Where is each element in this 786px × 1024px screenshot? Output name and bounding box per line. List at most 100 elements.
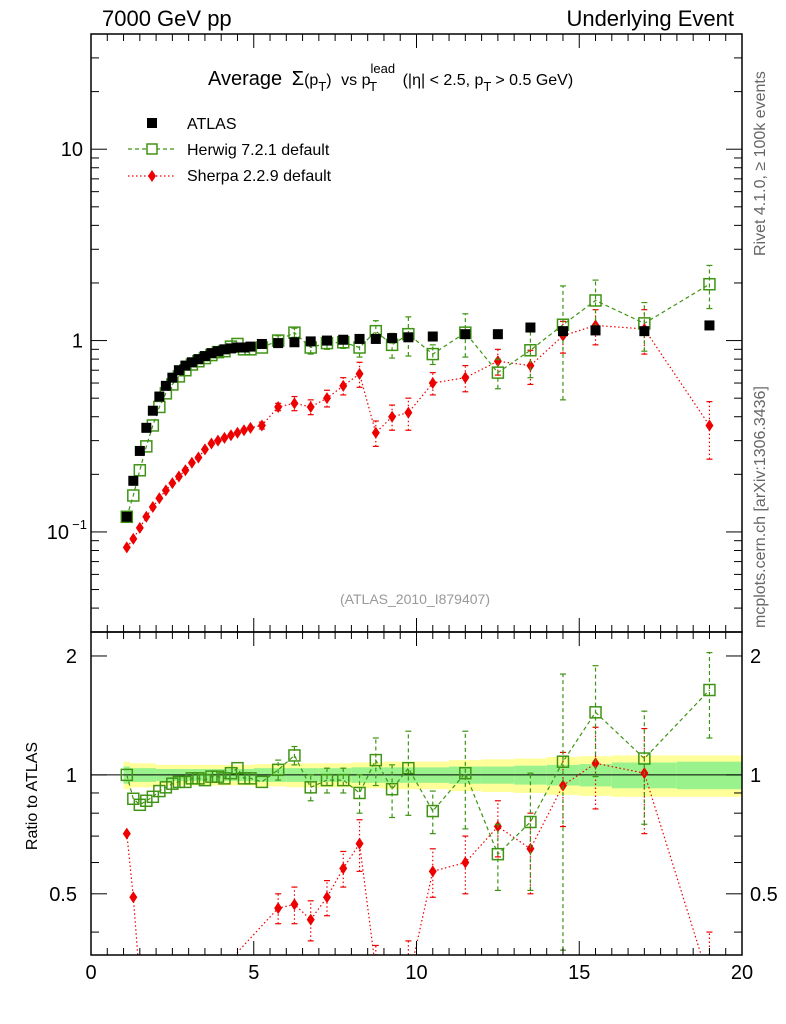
sherpa-ratio-point bbox=[290, 898, 299, 911]
herwig-point bbox=[127, 489, 140, 502]
herwig-point bbox=[703, 277, 716, 291]
atlas-point bbox=[370, 333, 381, 344]
sherpa-ratio-point bbox=[339, 862, 348, 875]
herwig-ratio-point bbox=[179, 775, 192, 789]
legend-herwig-label: Herwig 7.2.1 default bbox=[187, 142, 330, 159]
sherpa-point bbox=[226, 429, 235, 442]
sherpa-point bbox=[220, 431, 229, 444]
ratio-y-tick-label: 1 bbox=[66, 765, 77, 787]
atlas-point bbox=[273, 338, 284, 349]
atlas-point bbox=[557, 326, 568, 337]
sherpa-point bbox=[122, 541, 131, 554]
sherpa-point bbox=[168, 477, 177, 490]
sherpa-point bbox=[355, 367, 364, 380]
herwig-ratio-point bbox=[385, 782, 399, 796]
herwig-ratio-point bbox=[524, 815, 537, 829]
sherpa-point bbox=[155, 492, 164, 505]
herwig-ratio-point bbox=[491, 847, 505, 861]
sherpa-point bbox=[213, 434, 222, 447]
sherpa-point bbox=[705, 419, 714, 432]
herwig-ratio-point bbox=[133, 798, 147, 812]
atlas-point bbox=[128, 475, 139, 486]
sherpa-ratio-point bbox=[322, 891, 331, 904]
herwig-point bbox=[524, 344, 537, 357]
atlas-point bbox=[245, 341, 256, 352]
herwig-ratio-point bbox=[159, 781, 173, 794]
atlas-point bbox=[199, 351, 210, 362]
sherpa-point bbox=[129, 532, 138, 545]
atlas-point bbox=[354, 333, 365, 344]
herwig-ratio-point bbox=[198, 773, 212, 787]
sherpa-point bbox=[290, 397, 299, 410]
herwig-ratio-point bbox=[211, 770, 225, 783]
atlas-point bbox=[141, 422, 152, 433]
sherpa-point bbox=[187, 456, 196, 469]
herwig-ratio-point bbox=[304, 781, 317, 794]
header-left: 7000 GeV pp bbox=[102, 6, 232, 31]
atlas-point bbox=[186, 357, 197, 368]
y-tick-exponent: −1 bbox=[72, 517, 87, 532]
sherpa-point bbox=[135, 521, 144, 534]
ratio-y-axis-label: Ratio to ATLAS bbox=[24, 742, 41, 850]
atlas-point bbox=[256, 338, 267, 349]
sherpa-point bbox=[388, 410, 397, 423]
atlas-point bbox=[305, 336, 316, 347]
x-tick-label: 15 bbox=[568, 962, 590, 984]
atlas-point bbox=[525, 322, 536, 333]
atlas-point bbox=[180, 360, 191, 371]
atlas-point bbox=[238, 342, 249, 353]
atlas-point bbox=[160, 380, 171, 391]
sherpa-point bbox=[339, 379, 348, 392]
atlas-point bbox=[219, 344, 230, 355]
herwig-ratio-point bbox=[369, 753, 383, 767]
sherpa-point bbox=[371, 426, 380, 439]
herwig-ratio-point bbox=[153, 784, 166, 798]
herwig-ratio-point bbox=[589, 706, 602, 719]
analysis-label: (ATLAS_2010_I879407) bbox=[340, 591, 490, 607]
atlas-point bbox=[403, 332, 414, 343]
chart-title: Average Σ(pT) vs plead T (|η| < 2.5, pT > … bbox=[208, 61, 573, 96]
atlas-point bbox=[154, 391, 165, 402]
herwig-ratio-point bbox=[337, 773, 350, 787]
herwig-point bbox=[426, 347, 440, 361]
ratio-series-group bbox=[120, 651, 716, 987]
sherpa-point bbox=[274, 400, 283, 413]
herwig-ratio-point bbox=[402, 761, 415, 775]
sherpa-ratio-point bbox=[372, 964, 380, 976]
legend-atlas-marker bbox=[147, 118, 157, 128]
sherpa-ratio-point bbox=[136, 975, 144, 987]
x-tick-label: 0 bbox=[85, 962, 96, 984]
sherpa-point bbox=[142, 510, 151, 523]
herwig-ratio-point bbox=[703, 683, 716, 697]
atlas-point bbox=[590, 325, 601, 336]
sherpa-point bbox=[161, 484, 170, 497]
sherpa-point bbox=[404, 406, 413, 419]
sherpa-ratio-point bbox=[526, 842, 535, 855]
sherpa-ratio-line bbox=[126, 762, 702, 955]
ratio-band-inner bbox=[676, 761, 742, 790]
sherpa-ratio-point bbox=[355, 837, 364, 850]
sherpa-point bbox=[174, 470, 183, 483]
main-series-group bbox=[120, 264, 716, 554]
legend: ATLAS Herwig 7.2.1 default Sherpa 2.2.9 … bbox=[128, 116, 332, 185]
herwig-ratio-point bbox=[185, 772, 199, 785]
y-tick-label: 1 bbox=[72, 331, 83, 353]
sherpa-point bbox=[526, 359, 535, 372]
atlas-point bbox=[427, 331, 438, 342]
herwig-ratio-point bbox=[140, 794, 153, 808]
herwig-ratio-point bbox=[205, 770, 218, 783]
herwig-ratio-point bbox=[353, 786, 366, 800]
atlas-point bbox=[460, 329, 471, 340]
atlas-point bbox=[704, 320, 715, 331]
herwig-ratio-point bbox=[237, 772, 251, 785]
atlas-point bbox=[639, 326, 650, 337]
sherpa-line bbox=[126, 324, 710, 548]
sherpa-point bbox=[322, 392, 331, 405]
x-tick-label: 10 bbox=[405, 962, 427, 984]
herwig-ratio-point bbox=[638, 752, 651, 765]
legend-sherpa-label: Sherpa 2.2.9 default bbox=[187, 168, 332, 185]
atlas-point bbox=[321, 335, 332, 346]
herwig-ratio-point bbox=[231, 761, 244, 775]
herwig-ratio-point bbox=[271, 763, 285, 777]
y-tick-label: 10 bbox=[61, 139, 83, 161]
